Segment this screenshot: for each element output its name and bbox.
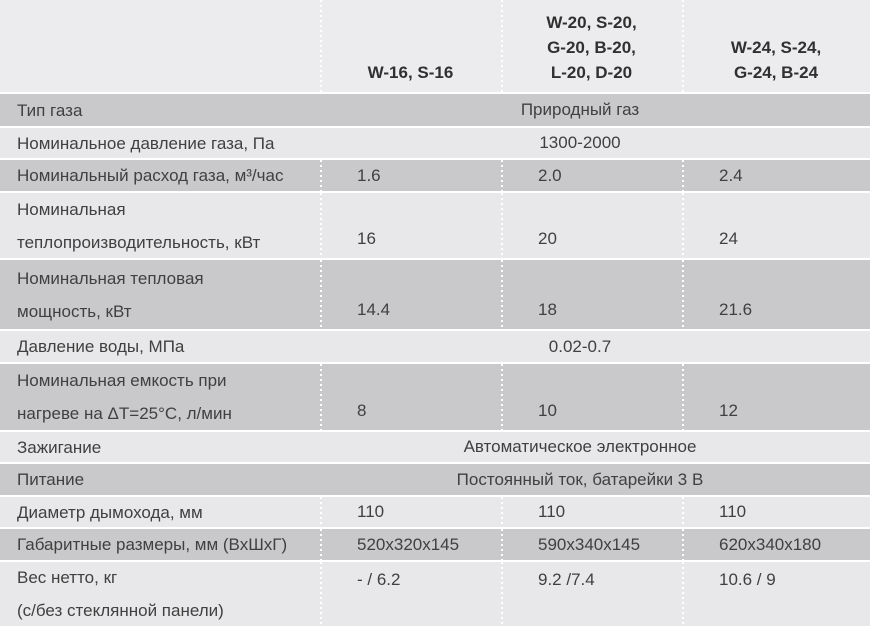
table-row-capacity: Номинальная емкость при нагреве на ΔT=25… bbox=[0, 364, 870, 430]
table-row-net-weight: Вес нетто, кг (с/без стеклянной панели) … bbox=[0, 562, 870, 626]
table-row-gas-type: Тип газа Природный газ bbox=[0, 94, 870, 126]
row-label: Тип газа bbox=[17, 100, 83, 120]
table-row-thermal-power: Номинальная тепловая мощность, кВт 14.4 … bbox=[0, 260, 870, 329]
cell-value: 12 bbox=[682, 364, 870, 430]
table-row-heat-output: Номинальная теплопроизводительность, кВт… bbox=[0, 193, 870, 258]
cell-value: 21.6 bbox=[682, 260, 870, 329]
cell-value: 520x320x145 bbox=[320, 529, 501, 560]
cell-value: 110 bbox=[320, 497, 501, 527]
cell-value: 10 bbox=[501, 364, 682, 430]
row-label: Номинальная емкость при нагреве на ΔT=25… bbox=[17, 371, 232, 423]
cell-value: 110 bbox=[501, 497, 682, 527]
cell-value: 620x340x180 bbox=[682, 529, 870, 560]
cell-value: 20 bbox=[501, 193, 682, 258]
table-row-dimensions: Габаритные размеры, мм (ВхШхГ) 520x320x1… bbox=[0, 529, 870, 560]
col-header-w20-series: W-20, S-20, G-20, B-20, L-20, D-20 bbox=[501, 0, 682, 92]
row-label: Номинальное давление газа, Па bbox=[17, 133, 275, 153]
cell-value: 9.2 /7.4 bbox=[501, 562, 682, 626]
span-value: Автоматическое электронное bbox=[463, 437, 697, 456]
table-header: W-16, S-16 W-20, S-20, G-20, B-20, L-20,… bbox=[0, 0, 870, 92]
table-row-power-supply: Питание Постоянный ток, батарейки 3 В bbox=[0, 464, 870, 495]
cell-value: 10.6 / 9 bbox=[682, 562, 870, 626]
cell-value: 1.6 bbox=[320, 160, 501, 191]
cell-value: 16 bbox=[320, 193, 501, 258]
span-value: Постоянный ток, батарейки 3 В bbox=[456, 469, 704, 489]
row-label: Диаметр дымохода, мм bbox=[17, 502, 203, 522]
row-label: Давление воды, МПа bbox=[17, 337, 185, 356]
cell-value: 2.4 bbox=[682, 160, 870, 191]
span-value: 1300-2000 bbox=[539, 133, 621, 152]
col-header-w24-series: W-24, S-24, G-24, B-24 bbox=[682, 0, 870, 92]
cell-value: 2.0 bbox=[501, 160, 682, 191]
row-label: Зажигание bbox=[17, 437, 102, 457]
row-label: Габаритные размеры, мм (ВхШхГ) bbox=[17, 535, 288, 554]
table-row-gas-consumption: Номинальный расход газа, м³/час 1.6 2.0 … bbox=[0, 160, 870, 191]
row-label: Номинальная теплопроизводительность, кВт bbox=[17, 199, 261, 252]
table-row-ignition: Зажигание Автоматическое электронное bbox=[0, 432, 870, 462]
cell-value: 590x340x145 bbox=[501, 529, 682, 560]
row-label: Вес нетто, кг (с/без стеклянной панели) bbox=[17, 568, 224, 620]
span-value: Природный газ bbox=[520, 100, 640, 119]
col-header-w16-s16: W-16, S-16 bbox=[320, 0, 501, 92]
row-label: Номинальная тепловая мощность, кВт bbox=[17, 268, 204, 321]
span-value: 0.02-0.7 bbox=[548, 336, 612, 356]
header-corner-empty bbox=[0, 0, 320, 92]
row-label: Номинальный расход газа, м³/час bbox=[17, 166, 284, 185]
row-label: Питание bbox=[17, 470, 85, 489]
table-row-gas-pressure: Номинальное давление газа, Па 1300-2000 bbox=[0, 128, 870, 158]
cell-value: 24 bbox=[682, 193, 870, 258]
cell-value: 8 bbox=[320, 364, 501, 430]
cell-value: - / 6.2 bbox=[320, 562, 501, 626]
table-row-water-pressure: Давление воды, МПа 0.02-0.7 bbox=[0, 331, 870, 362]
cell-value: 14.4 bbox=[320, 260, 501, 329]
cell-value: 110 bbox=[682, 497, 870, 527]
cell-value: 18 bbox=[501, 260, 682, 329]
table-row-flue-diameter: Диаметр дымохода, мм 110 110 110 bbox=[0, 497, 870, 527]
